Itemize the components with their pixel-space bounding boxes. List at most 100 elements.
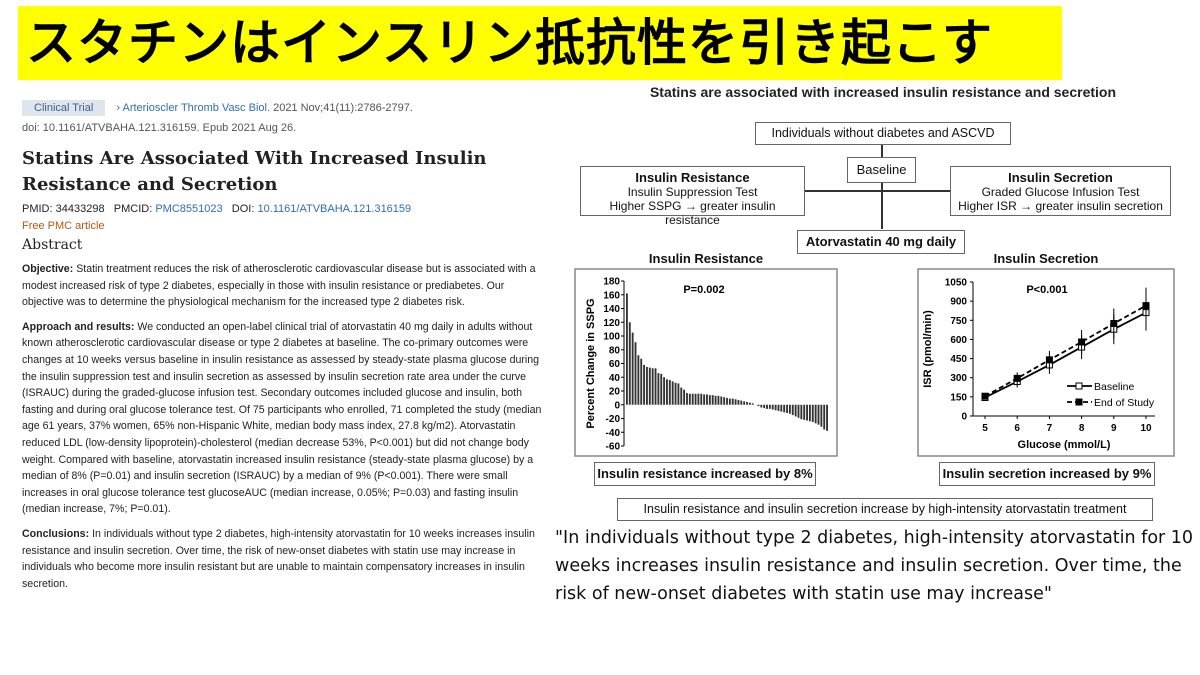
bar (751, 403, 754, 405)
series-line-baseline (984, 311, 1147, 399)
bar (826, 404, 828, 431)
x-tick-label: 7 (1047, 423, 1053, 434)
x-tick-label: 6 (1014, 423, 1020, 434)
connector-line (805, 190, 951, 192)
bar (637, 355, 640, 405)
treatment-box: Atorvastatin 40 mg daily (797, 230, 965, 254)
objective-label: Objective: (22, 263, 74, 275)
slide-title-banner: スタチンはインスリン抵抗性を引き起こす (18, 6, 1062, 80)
bar (714, 395, 717, 405)
y-tick-label: 1050 (945, 278, 968, 289)
bar (743, 401, 746, 405)
y-tick-label: 0 (614, 400, 620, 411)
insulin-secretion-chart: 1050 900 750 600 450 300 150 0 5 6 7 8 9 10 Glucose (m… (917, 268, 1175, 457)
article-title: Statins Are Associated With Increased In… (22, 148, 487, 195)
pmid-label: PMID: (22, 203, 53, 215)
y-tick-label: 750 (950, 316, 967, 327)
bar (700, 393, 703, 405)
bar (706, 394, 708, 405)
bar (703, 394, 706, 405)
bar (771, 404, 774, 410)
bar (783, 404, 786, 413)
citation-line: Clinical Trial › Arterioscler Thromb Vas… (22, 100, 542, 116)
bar (648, 367, 651, 405)
p-value-annotation: P<0.001 (1026, 284, 1067, 296)
y-tick-label: 450 (950, 354, 967, 365)
citation-text: 2021 Nov;41(11):2786-2797. (273, 102, 413, 114)
data-point (1110, 319, 1118, 327)
bar (666, 379, 668, 405)
bar (737, 399, 740, 405)
bar (774, 404, 777, 411)
data-point (981, 392, 989, 400)
p-value-annotation: P=0.002 (683, 284, 724, 296)
bar (763, 404, 766, 409)
bar (726, 397, 728, 405)
y-tick-label: 20 (609, 387, 621, 398)
is-result-box: Insulin secretion increased by 9% (939, 462, 1155, 486)
conclusions-text: In individuals without type 2 diabetes, … (22, 527, 535, 590)
chevron-right-icon: › (116, 102, 121, 114)
bar (797, 404, 800, 418)
ir-box-test: Insulin Suppression Test (627, 185, 758, 199)
bar (803, 404, 806, 420)
bar (688, 393, 691, 405)
pmcid-link[interactable]: PMC8551023 (155, 203, 223, 215)
y-axis-label: ISR (pmol/min) (922, 310, 934, 388)
doi-label: DOI: (231, 203, 255, 215)
y-tick-label: 600 (950, 335, 967, 346)
article-type-badge[interactable]: Clinical Trial (22, 100, 106, 116)
doi-link[interactable]: 10.1161/ATVBAHA.121.316159 (257, 203, 412, 215)
bar (766, 404, 768, 409)
is-box-test: Graded Glucose Infusion Test (981, 185, 1140, 199)
is-box-desc: Higher ISR → greater insulin secretion (958, 199, 1163, 213)
bar (734, 399, 737, 405)
journal-link[interactable]: Arterioscler Thromb Vasc Biol. (122, 102, 271, 114)
bar (728, 398, 731, 405)
y-tick-label: 60 (609, 359, 621, 370)
bar (686, 393, 688, 405)
figure-title: Statins are associated with increased in… (649, 84, 1117, 100)
abstract-panel: Clinical Trial › Arterioscler Thromb Vas… (22, 100, 542, 592)
free-pmc-article[interactable]: Free PMC article (22, 220, 105, 232)
bar (777, 404, 780, 411)
bar (780, 404, 783, 412)
identifiers: PMID: 34433298 PMCID: PMC8551023 DOI: 10… (22, 203, 542, 215)
x-tick-label: 5 (982, 423, 988, 434)
bar (731, 398, 734, 405)
bar (717, 395, 720, 405)
bar (680, 387, 683, 405)
legend-marker (1075, 382, 1083, 390)
bar (711, 395, 714, 405)
bar (694, 393, 697, 405)
legend-label: End of Study (1094, 397, 1155, 409)
bar (683, 389, 686, 405)
bar (691, 393, 694, 405)
bar (671, 381, 674, 405)
baseline-box: Baseline (847, 157, 916, 183)
x-axis-label: Glucose (mmol/L) (1018, 439, 1111, 451)
bar (808, 404, 811, 422)
bar (791, 404, 794, 416)
insulin-resistance-box: Insulin Resistance Insulin Suppression T… (580, 166, 805, 227)
bar (748, 402, 751, 405)
data-point (1045, 356, 1053, 364)
bar (817, 404, 820, 425)
bar (811, 404, 814, 422)
is-chart-title: Insulin Secretion (993, 251, 1099, 266)
chart-frame (574, 268, 838, 457)
arrow-line (881, 183, 883, 229)
bar (788, 404, 791, 414)
bar (628, 322, 631, 405)
data-point (1013, 374, 1021, 382)
objective-paragraph: Objective: Statin treatment reduces the … (22, 261, 542, 311)
objective-text: Statin treatment reduces the risk of ath… (22, 263, 536, 309)
legend-label: Baseline (1094, 381, 1134, 393)
bar (697, 393, 700, 405)
bar (626, 293, 628, 405)
pmid: 34433298 (55, 203, 105, 215)
data-point (1078, 338, 1086, 346)
y-tick-label: -60 (606, 442, 621, 453)
bar (668, 380, 671, 405)
y-tick-label: -40 (606, 428, 621, 439)
